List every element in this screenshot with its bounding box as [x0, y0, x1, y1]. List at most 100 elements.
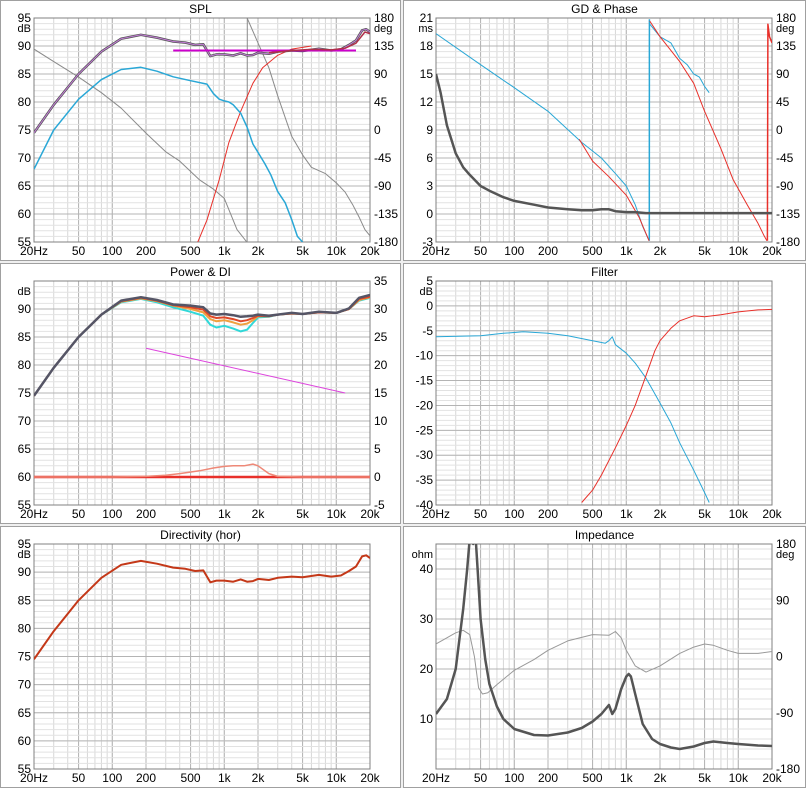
- grid: [435, 280, 773, 506]
- series-line-1: [581, 308, 772, 503]
- x-tick-label: 100: [102, 771, 122, 785]
- y-tick-label: -35: [416, 473, 434, 487]
- x-tick-label: 1k: [218, 507, 232, 521]
- x-tick-label: 200: [136, 771, 156, 785]
- y2-tick-label: 30: [374, 302, 388, 316]
- y-tick-label: 95: [18, 537, 32, 551]
- x-tick-label: 20Hz: [422, 244, 450, 258]
- y-tick-label: 75: [18, 650, 32, 664]
- x-tick-label: 500: [583, 771, 603, 785]
- panel-frame: [403, 263, 806, 524]
- x-tick-label: 5k: [698, 507, 712, 521]
- y-tick-label: -40: [416, 498, 434, 512]
- x-tick-label: 500: [181, 507, 201, 521]
- y-tick-label: 55: [18, 498, 32, 512]
- y-tick-label: 30: [420, 612, 434, 626]
- y-tick-label: 60: [18, 734, 32, 748]
- chart-title: Impedance: [575, 528, 635, 542]
- series-line-5: [766, 23, 772, 241]
- x-tick-label: 20k: [360, 244, 380, 258]
- series-line-3: [34, 293, 370, 397]
- grid: [33, 17, 371, 243]
- y-tick-label: 95: [18, 11, 32, 25]
- y2-tick-label: -90: [776, 706, 794, 720]
- x-tick-label: 10k: [729, 771, 749, 785]
- y2-tick-label: 135: [776, 39, 796, 53]
- y-tick-label: 60: [18, 470, 32, 484]
- y2-tick-label: 90: [776, 67, 790, 81]
- y2-tick-label: 90: [776, 593, 790, 607]
- x-tick-label: 50: [72, 244, 86, 258]
- series-line-8: [268, 31, 370, 54]
- x-tick-label: 100: [102, 244, 122, 258]
- y2-tick-label: 0: [776, 123, 783, 137]
- x-tick-label: 200: [136, 244, 156, 258]
- x-tick-label: 2k: [654, 244, 668, 258]
- x-tick-label: 5k: [698, 771, 712, 785]
- x-tick-label: 50: [474, 507, 488, 521]
- chart-title: GD & Phase: [571, 2, 638, 16]
- y-tick-label: 5: [426, 274, 433, 288]
- y-unit-label: dB: [18, 286, 31, 298]
- x-tick-label: 2k: [252, 771, 266, 785]
- y2-tick-label: 0: [374, 470, 381, 484]
- y-tick-label: 21: [420, 11, 434, 25]
- y2-tick-label: 20: [374, 358, 388, 372]
- y2-tick-label: 90: [374, 67, 388, 81]
- y-tick-label: -30: [416, 448, 434, 462]
- y-tick-label: 85: [18, 330, 32, 344]
- x-tick-label: 20Hz: [422, 507, 450, 521]
- y-tick-label: -10: [416, 349, 434, 363]
- series-line-2: [649, 23, 710, 93]
- y-tick-label: 80: [18, 95, 32, 109]
- y-tick-label: -20: [416, 398, 434, 412]
- y-tick-label: 55: [18, 235, 32, 249]
- x-tick-label: 1k: [218, 244, 232, 258]
- y-tick-label: 65: [18, 442, 32, 456]
- series-line-3: [578, 139, 650, 241]
- y-unit-label: ms: [418, 23, 433, 35]
- x-tick-label: 50: [72, 771, 86, 785]
- series-group: [34, 18, 370, 242]
- x-tick-label: 50: [474, 244, 488, 258]
- y2-unit-label: deg: [374, 23, 392, 35]
- plot-frame: [33, 280, 371, 506]
- y-tick-label: 90: [18, 565, 32, 579]
- x-tick-label: 200: [538, 244, 558, 258]
- y2-tick-label: 0: [374, 123, 381, 137]
- x-tick-label: 5k: [296, 507, 310, 521]
- y2-tick-label: 5: [374, 442, 381, 456]
- x-tick-label: 100: [504, 244, 524, 258]
- y2-tick-label: 25: [374, 330, 388, 344]
- x-tick-label: 5k: [296, 244, 310, 258]
- series-group: [436, 19, 772, 242]
- y2-tick-label: 180: [374, 11, 394, 25]
- panel-frame: [403, 526, 806, 788]
- grid: [33, 280, 371, 506]
- y-tick-label: 70: [18, 151, 32, 165]
- chart-title: Directivity (hor): [160, 528, 241, 542]
- series-group: [436, 308, 772, 503]
- y-tick-label: 15: [420, 67, 434, 81]
- y2-tick-label: -180: [374, 235, 398, 249]
- y-unit-label: dB: [18, 549, 31, 561]
- y2-tick-label: 45: [776, 95, 790, 109]
- y-tick-label: -3: [422, 235, 433, 249]
- y2-tick-label: -135: [374, 207, 398, 221]
- chart-title: SPL: [189, 2, 212, 16]
- x-tick-label: 20k: [360, 771, 380, 785]
- y2-tick-label: 0: [776, 650, 783, 664]
- series-line-1: [436, 544, 772, 751]
- y-tick-label: 18: [420, 39, 434, 53]
- plot-frame: [435, 543, 773, 770]
- y-tick-label: 75: [18, 123, 32, 137]
- x-tick-label: 2k: [252, 507, 266, 521]
- series-line-4: [145, 347, 346, 394]
- x-tick-label: 1k: [620, 507, 634, 521]
- chart-panel-directivity: Directivity (hor) 20Hz 50 100 200 500 1k 2k 5k 10…: [0, 526, 401, 788]
- y-tick-label: 85: [18, 67, 32, 81]
- x-tick-label: 10k: [327, 507, 347, 521]
- series-group: [34, 293, 370, 479]
